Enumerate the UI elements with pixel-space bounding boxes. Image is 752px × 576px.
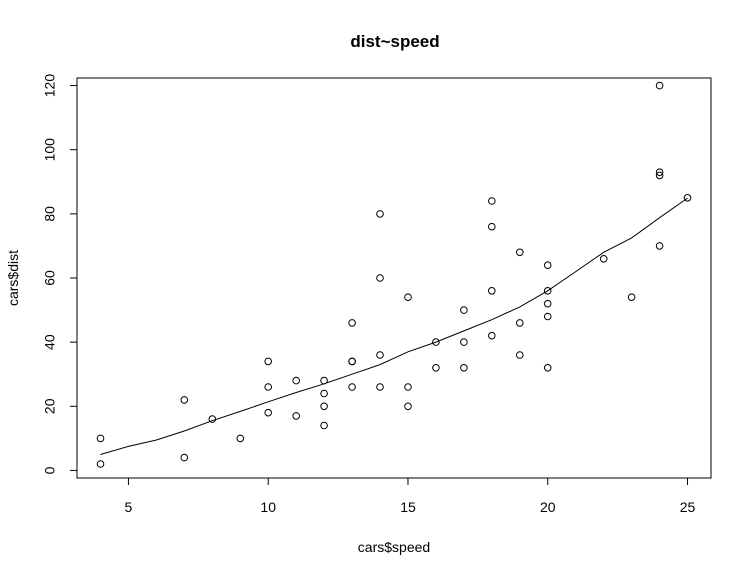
- data-point: [543, 287, 552, 295]
- data-point: [348, 357, 356, 366]
- x-tick-label: 20: [540, 499, 556, 515]
- data-point: [348, 383, 356, 391]
- y-axis-label: cars$dist: [5, 250, 21, 306]
- data-point: [236, 434, 245, 443]
- data-point: [516, 351, 524, 359]
- data-point: [404, 383, 412, 391]
- data-point: [460, 364, 468, 372]
- data-point: [376, 274, 384, 282]
- data-point: [543, 364, 552, 372]
- data-point: [376, 351, 384, 359]
- trend-layer: [100, 197, 688, 455]
- y-tick-label: 120: [42, 74, 58, 98]
- data-point: [543, 261, 552, 270]
- y-tick-label: 60: [42, 270, 58, 286]
- data-point: [488, 331, 496, 340]
- y-tick-label: 0: [42, 466, 58, 474]
- data-point: [655, 81, 664, 90]
- y-tick-label: 40: [42, 334, 58, 350]
- data-point: [180, 453, 189, 462]
- data-point: [488, 222, 496, 231]
- data-point: [376, 210, 384, 218]
- data-point: [96, 460, 105, 468]
- data-point: [320, 402, 328, 411]
- x-tick-label: 25: [680, 499, 696, 515]
- x-axis: 5 10 15 20 25: [125, 477, 696, 515]
- data-point: [460, 306, 468, 314]
- x-tick-label: 15: [400, 499, 416, 515]
- data-point: [180, 396, 189, 404]
- data-point: [488, 287, 496, 295]
- x-tick-label: 5: [125, 499, 133, 515]
- data-point: [264, 357, 273, 366]
- data-point: [320, 421, 328, 430]
- y-tick-label: 100: [42, 138, 58, 162]
- data-point: [655, 242, 664, 250]
- data-point: [488, 197, 496, 205]
- data-point: [292, 412, 301, 420]
- x-axis-label: cars$speed: [358, 539, 430, 555]
- x-tick-label: 10: [260, 499, 276, 515]
- data-point: [376, 383, 384, 391]
- data-point: [543, 312, 552, 321]
- data-point: [348, 319, 356, 327]
- data-point: [292, 376, 301, 385]
- data-point: [516, 248, 524, 257]
- data-point: [320, 376, 328, 385]
- data-point: [404, 402, 412, 411]
- data-point: [432, 338, 440, 346]
- chart-title: dist~speed: [350, 32, 439, 51]
- data-point: [655, 171, 664, 180]
- points-layer: [96, 81, 692, 468]
- data-point: [404, 293, 412, 302]
- data-point: [516, 319, 524, 327]
- data-point: [96, 434, 105, 443]
- data-point: [627, 293, 636, 302]
- y-axis: 0 20 40 60 80 100 120: [42, 74, 78, 474]
- data-point: [655, 168, 664, 176]
- data-point: [683, 194, 692, 202]
- data-point: [208, 415, 217, 423]
- y-tick-label: 20: [42, 398, 58, 414]
- data-point: [599, 254, 608, 263]
- data-point: [543, 299, 552, 308]
- trend-line: [100, 197, 688, 455]
- data-point: [320, 389, 328, 398]
- data-point: [264, 383, 273, 391]
- data-point: [460, 338, 468, 346]
- data-point: [264, 408, 273, 417]
- y-tick-label: 80: [42, 206, 58, 222]
- data-point: [432, 364, 440, 372]
